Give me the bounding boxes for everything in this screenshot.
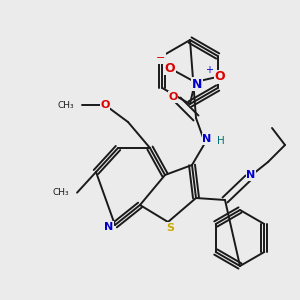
Text: N: N [202, 134, 211, 144]
Text: N: N [104, 222, 114, 232]
Text: H: H [217, 136, 225, 146]
Text: CH₃: CH₃ [57, 100, 74, 109]
Text: N: N [246, 170, 256, 180]
Text: O: O [168, 92, 178, 102]
Text: S: S [166, 223, 174, 233]
Text: O: O [215, 70, 225, 83]
Text: CH₃: CH₃ [52, 188, 69, 197]
Text: O: O [100, 100, 110, 110]
Text: N: N [192, 77, 202, 91]
Text: −: − [156, 53, 166, 63]
Text: +: + [205, 65, 213, 75]
Text: O: O [165, 61, 175, 74]
